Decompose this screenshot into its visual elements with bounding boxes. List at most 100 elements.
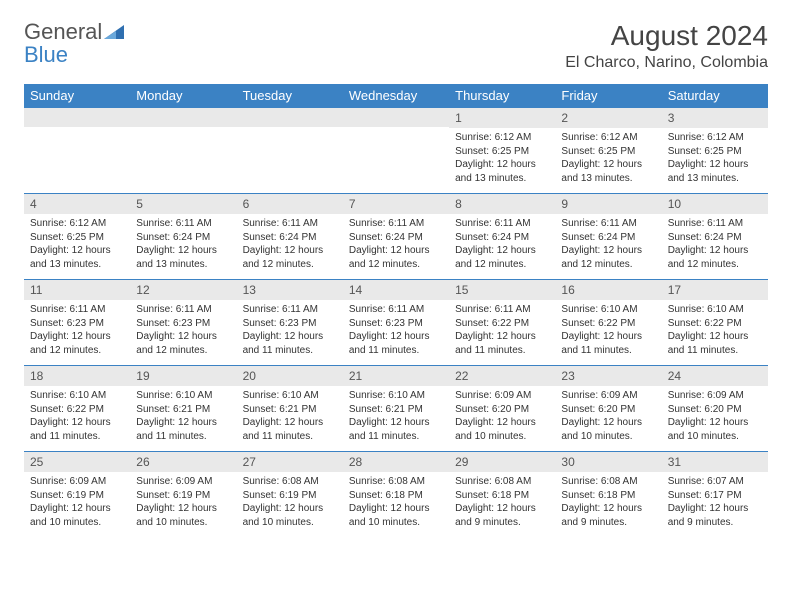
day-number: 21 [343,365,449,386]
sunset-text: Sunset: 6:21 PM [136,403,230,417]
daylight-text-2: and 12 minutes. [243,258,337,272]
sunset-text: Sunset: 6:24 PM [668,231,762,245]
day-body: Sunrise: 6:09 AMSunset: 6:19 PMDaylight:… [130,472,236,533]
calendar-day-cell: 29Sunrise: 6:08 AMSunset: 6:18 PMDayligh… [449,451,555,537]
day-number: 31 [662,451,768,472]
daylight-text-1: Daylight: 12 hours [136,416,230,430]
calendar-week-row: 4Sunrise: 6:12 AMSunset: 6:25 PMDaylight… [24,193,768,279]
sunset-text: Sunset: 6:20 PM [561,403,655,417]
sunset-text: Sunset: 6:18 PM [561,489,655,503]
calendar-day-cell: 23Sunrise: 6:09 AMSunset: 6:20 PMDayligh… [555,365,661,451]
day-number: 14 [343,279,449,300]
sunset-text: Sunset: 6:24 PM [561,231,655,245]
daylight-text-2: and 9 minutes. [668,516,762,530]
daylight-text-2: and 11 minutes. [243,344,337,358]
sunset-text: Sunset: 6:22 PM [30,403,124,417]
title-block: August 2024 El Charco, Narino, Colombia [565,20,768,72]
daylight-text-1: Daylight: 12 hours [561,330,655,344]
daylight-text-1: Daylight: 12 hours [561,244,655,258]
daylight-text-1: Daylight: 12 hours [668,244,762,258]
daylight-text-1: Daylight: 12 hours [30,244,124,258]
sunset-text: Sunset: 6:24 PM [349,231,443,245]
calendar-day-cell: 25Sunrise: 6:09 AMSunset: 6:19 PMDayligh… [24,451,130,537]
day-number: 4 [24,193,130,214]
daylight-text-2: and 11 minutes. [455,344,549,358]
sunrise-text: Sunrise: 6:12 AM [455,131,549,145]
daylight-text-2: and 12 minutes. [561,258,655,272]
calendar-day-cell [237,107,343,193]
daylight-text-2: and 11 minutes. [243,430,337,444]
sunrise-text: Sunrise: 6:09 AM [561,389,655,403]
sunset-text: Sunset: 6:24 PM [136,231,230,245]
day-body: Sunrise: 6:11 AMSunset: 6:22 PMDaylight:… [449,300,555,361]
logo-text: General Blue [24,20,124,66]
day-body: Sunrise: 6:10 AMSunset: 6:22 PMDaylight:… [662,300,768,361]
calendar-day-cell: 26Sunrise: 6:09 AMSunset: 6:19 PMDayligh… [130,451,236,537]
day-body: Sunrise: 6:09 AMSunset: 6:19 PMDaylight:… [24,472,130,533]
calendar-day-cell: 7Sunrise: 6:11 AMSunset: 6:24 PMDaylight… [343,193,449,279]
daylight-text-1: Daylight: 12 hours [243,416,337,430]
sunrise-text: Sunrise: 6:09 AM [455,389,549,403]
sunset-text: Sunset: 6:20 PM [668,403,762,417]
daylight-text-1: Daylight: 12 hours [243,330,337,344]
calendar-day-cell: 14Sunrise: 6:11 AMSunset: 6:23 PMDayligh… [343,279,449,365]
daylight-text-2: and 11 minutes. [349,344,443,358]
sunset-text: Sunset: 6:17 PM [668,489,762,503]
day-number: 12 [130,279,236,300]
sunrise-text: Sunrise: 6:11 AM [668,217,762,231]
sunrise-text: Sunrise: 6:07 AM [668,475,762,489]
calendar-day-cell: 21Sunrise: 6:10 AMSunset: 6:21 PMDayligh… [343,365,449,451]
day-body [237,127,343,134]
sunset-text: Sunset: 6:25 PM [30,231,124,245]
daylight-text-2: and 12 minutes. [455,258,549,272]
sunset-text: Sunset: 6:24 PM [243,231,337,245]
day-body: Sunrise: 6:08 AMSunset: 6:18 PMDaylight:… [555,472,661,533]
daylight-text-2: and 10 minutes. [30,516,124,530]
day-header: Monday [130,84,236,107]
daylight-text-1: Daylight: 12 hours [455,416,549,430]
daylight-text-1: Daylight: 12 hours [349,416,443,430]
day-number: 24 [662,365,768,386]
daylight-text-1: Daylight: 12 hours [30,330,124,344]
sunset-text: Sunset: 6:23 PM [136,317,230,331]
day-number: 3 [662,107,768,128]
day-body: Sunrise: 6:10 AMSunset: 6:21 PMDaylight:… [237,386,343,447]
sunrise-text: Sunrise: 6:11 AM [136,217,230,231]
day-number: 19 [130,365,236,386]
calendar-week-row: 25Sunrise: 6:09 AMSunset: 6:19 PMDayligh… [24,451,768,537]
daylight-text-2: and 10 minutes. [668,430,762,444]
calendar-day-cell [130,107,236,193]
day-body: Sunrise: 6:11 AMSunset: 6:23 PMDaylight:… [237,300,343,361]
sunset-text: Sunset: 6:18 PM [349,489,443,503]
sunrise-text: Sunrise: 6:11 AM [561,217,655,231]
daylight-text-1: Daylight: 12 hours [561,502,655,516]
calendar-week-row: 1Sunrise: 6:12 AMSunset: 6:25 PMDaylight… [24,107,768,193]
day-number: 2 [555,107,661,128]
sunset-text: Sunset: 6:22 PM [668,317,762,331]
sunrise-text: Sunrise: 6:08 AM [561,475,655,489]
daylight-text-2: and 13 minutes. [30,258,124,272]
sunrise-text: Sunrise: 6:10 AM [668,303,762,317]
calendar-day-cell: 6Sunrise: 6:11 AMSunset: 6:24 PMDaylight… [237,193,343,279]
sunrise-text: Sunrise: 6:11 AM [136,303,230,317]
day-body: Sunrise: 6:08 AMSunset: 6:19 PMDaylight:… [237,472,343,533]
sunset-text: Sunset: 6:23 PM [243,317,337,331]
logo-triangle-icon [104,20,124,43]
day-body: Sunrise: 6:09 AMSunset: 6:20 PMDaylight:… [662,386,768,447]
day-body: Sunrise: 6:11 AMSunset: 6:23 PMDaylight:… [24,300,130,361]
location-subtitle: El Charco, Narino, Colombia [565,54,768,72]
calendar-body: 1Sunrise: 6:12 AMSunset: 6:25 PMDaylight… [24,107,768,537]
day-body [130,127,236,134]
daylight-text-2: and 10 minutes. [136,516,230,530]
day-header: Friday [555,84,661,107]
sunrise-text: Sunrise: 6:11 AM [455,303,549,317]
day-body: Sunrise: 6:09 AMSunset: 6:20 PMDaylight:… [449,386,555,447]
sunrise-text: Sunrise: 6:08 AM [349,475,443,489]
day-number: 13 [237,279,343,300]
daylight-text-1: Daylight: 12 hours [455,158,549,172]
day-header-row: Sunday Monday Tuesday Wednesday Thursday… [24,84,768,107]
daylight-text-2: and 13 minutes. [136,258,230,272]
day-body [24,127,130,134]
day-number [237,107,343,127]
day-number: 22 [449,365,555,386]
